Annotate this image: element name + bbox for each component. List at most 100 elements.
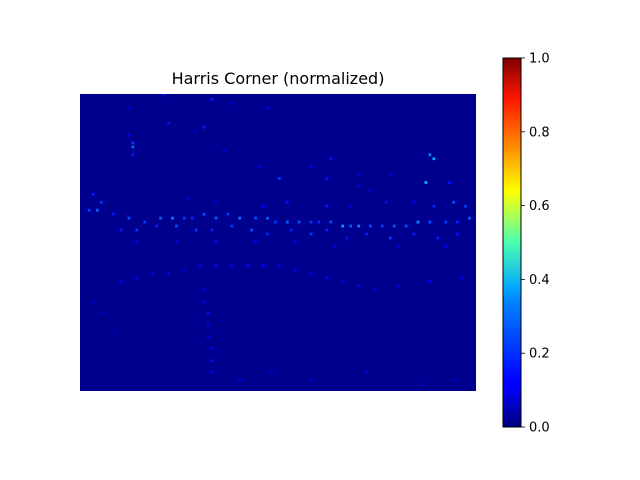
heatmap-cell bbox=[230, 264, 234, 268]
heatmap-cell bbox=[325, 228, 329, 232]
heatmap-cell bbox=[175, 240, 178, 244]
heatmap-cell bbox=[190, 216, 194, 220]
heatmap-cell bbox=[262, 264, 265, 268]
heatmap-cell bbox=[214, 264, 218, 268]
heatmap-cell bbox=[198, 264, 202, 268]
heatmap-cell bbox=[210, 228, 214, 232]
heatmap-cell bbox=[222, 149, 226, 153]
colorbar-tick-label: 0.6 bbox=[529, 199, 550, 214]
heatmap-cell bbox=[206, 311, 210, 315]
heatmap-cell bbox=[202, 288, 206, 291]
heatmap-cell bbox=[384, 200, 388, 204]
heatmap-cell bbox=[365, 232, 368, 236]
heatmap-cell bbox=[119, 228, 123, 232]
heatmap-cell bbox=[424, 181, 428, 184]
heatmap-cell bbox=[278, 264, 281, 268]
heatmap-cell bbox=[432, 157, 436, 161]
heatmap-cell bbox=[309, 232, 313, 236]
heatmap-cell bbox=[230, 224, 234, 228]
heatmap-cell bbox=[380, 224, 384, 228]
heatmap-cell bbox=[452, 200, 456, 204]
heatmap-cell bbox=[87, 208, 91, 212]
heatmap-cell bbox=[289, 228, 293, 232]
heatmap-cell bbox=[285, 200, 289, 204]
heatmap-cell bbox=[214, 200, 218, 204]
heatmap-cell bbox=[325, 276, 329, 279]
colorbar-tick-label: 0.0 bbox=[529, 421, 550, 436]
heatmap-cell bbox=[131, 141, 135, 145]
heatmap-cell bbox=[396, 284, 400, 287]
heatmap-cell bbox=[182, 216, 186, 220]
chart-title: Harris Corner (normalized) bbox=[172, 69, 385, 88]
heatmap-cell bbox=[436, 236, 440, 240]
heatmap-cell bbox=[444, 244, 448, 248]
heatmap-cell bbox=[349, 204, 353, 208]
heatmap-background bbox=[80, 94, 476, 391]
heatmap-cell bbox=[99, 200, 103, 204]
heatmap-cell bbox=[210, 97, 214, 101]
heatmap-cell bbox=[357, 185, 360, 188]
heatmap-cell bbox=[357, 284, 360, 287]
heatmap-cell bbox=[254, 240, 258, 244]
heatmap-cell bbox=[202, 299, 206, 303]
heatmap-cell bbox=[210, 347, 214, 351]
heatmap-cell bbox=[309, 272, 313, 275]
heatmap-cell bbox=[452, 379, 456, 382]
heatmap-cell bbox=[341, 280, 345, 283]
heatmap-cell bbox=[278, 177, 281, 180]
colorbar-tick-label: 0.4 bbox=[529, 273, 550, 288]
heatmap-cell bbox=[143, 220, 147, 224]
heatmap-cell bbox=[91, 299, 95, 303]
heatmap-cell bbox=[388, 173, 392, 176]
heatmap-cell bbox=[238, 379, 242, 382]
heatmap-cell bbox=[246, 264, 250, 268]
heatmap-cell bbox=[325, 204, 329, 208]
heatmap-cell bbox=[258, 165, 261, 169]
heatmap bbox=[80, 94, 476, 391]
heatmap-cell bbox=[297, 220, 301, 224]
heatmap-cell bbox=[91, 193, 95, 196]
heatmap-cell bbox=[428, 280, 432, 283]
colorbar-tick-label: 0.8 bbox=[529, 125, 550, 140]
heatmap-cell bbox=[151, 272, 155, 275]
heatmap-cell bbox=[182, 268, 186, 272]
heatmap-cell bbox=[456, 220, 459, 224]
heatmap-cell bbox=[309, 379, 313, 382]
heatmap-cell bbox=[349, 224, 353, 228]
heatmap-cell bbox=[420, 383, 424, 386]
heatmap-cell bbox=[428, 153, 432, 157]
heatmap-cell bbox=[266, 216, 269, 220]
heatmap-cell bbox=[412, 232, 416, 236]
heatmap-cell bbox=[95, 208, 99, 212]
heatmap-cell bbox=[115, 331, 119, 335]
heatmap-cell bbox=[210, 359, 214, 363]
heatmap-cell bbox=[163, 94, 166, 97]
heatmap-cell bbox=[206, 323, 210, 327]
heatmap-cell bbox=[135, 276, 139, 279]
heatmap-cell bbox=[369, 189, 372, 192]
heatmap-cell bbox=[329, 157, 333, 161]
heatmap-cell bbox=[266, 232, 269, 236]
heatmap-cell bbox=[333, 244, 337, 248]
colorbar-tick-label: 1.0 bbox=[529, 52, 550, 67]
heatmap-cell bbox=[127, 133, 131, 137]
heatmap-cell bbox=[456, 232, 459, 236]
colorbar-ticks: 0.0 0.2 0.4 0.6 0.8 1.0 bbox=[521, 52, 550, 436]
colorbar-gradient bbox=[502, 57, 522, 428]
heatmap-cell bbox=[226, 212, 230, 216]
heatmap-cell bbox=[329, 220, 333, 224]
heatmap-cell bbox=[448, 181, 452, 184]
heatmap-cell bbox=[119, 280, 123, 283]
heatmap-cell bbox=[317, 220, 321, 224]
heatmap-cell bbox=[250, 228, 254, 232]
heatmap-cell bbox=[416, 220, 420, 224]
heatmap-cell bbox=[99, 311, 103, 315]
heatmap-cell bbox=[238, 216, 242, 220]
heatmap-cell bbox=[135, 240, 139, 244]
heatmap-cell bbox=[155, 224, 159, 228]
heatmap-cell bbox=[131, 145, 135, 149]
heatmap-cell bbox=[369, 224, 372, 228]
heatmap-cell bbox=[194, 228, 198, 232]
heatmap-cell bbox=[293, 268, 297, 272]
